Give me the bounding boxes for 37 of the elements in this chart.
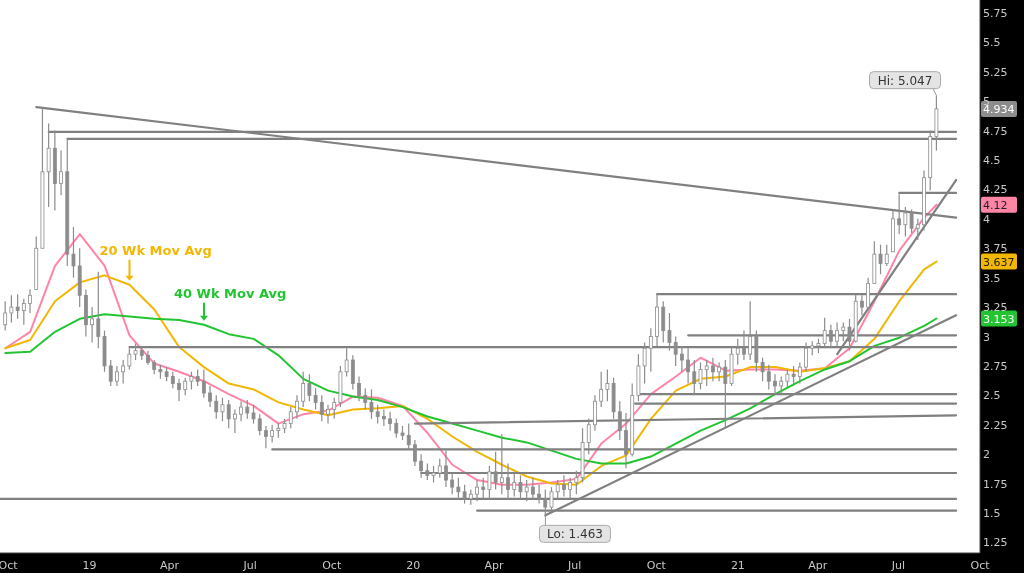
x-tick-label: Oct <box>322 558 342 572</box>
x-tick-label: Apr <box>159 558 180 572</box>
annotation: Lo: 1.463 <box>546 527 603 542</box>
y-tick-label: 5.75 <box>983 6 1008 20</box>
y-tick-label: 3.5 <box>983 271 1001 285</box>
y-tick-label: 4.75 <box>983 124 1008 138</box>
y-tick-label: 4.25 <box>983 183 1008 197</box>
y-tick-label: 1.75 <box>983 477 1008 491</box>
y-tick-label: 4.5 <box>983 154 1001 168</box>
y-tick-label: 3.75 <box>983 242 1008 256</box>
y-tick-label: 3.25 <box>983 301 1008 315</box>
y-tick-label: 5.25 <box>983 65 1008 79</box>
y-tick-label: 4.12 <box>983 198 1008 212</box>
x-tick-label: Jul <box>242 558 257 572</box>
x-tick-label: 19 <box>82 558 97 572</box>
y-tick-label: 2.25 <box>983 418 1008 432</box>
x-tick-label: Jul <box>567 558 582 572</box>
y-tick-label: 3.637 <box>983 255 1015 269</box>
y-tick-label: 5.5 <box>983 36 1001 50</box>
x-tick-label: 20 <box>406 558 421 572</box>
y-tick-label: 4 <box>983 212 990 226</box>
x-tick-label: Oct <box>646 558 667 572</box>
y-tick-label: 2.75 <box>983 359 1008 373</box>
series-label: 40 Wk Mov Avg <box>173 285 287 301</box>
annotation: Hi: 5.047 <box>877 73 933 88</box>
y-tick-label: 2.5 <box>983 389 1001 403</box>
y-tick-label: 1.5 <box>983 507 1001 520</box>
y-tick-label: 1.25 <box>983 536 1008 550</box>
x-tick-label: Jul <box>890 558 906 572</box>
series-label: 20 Wk Mov Avg <box>99 242 212 258</box>
x-tick-label: Apr <box>808 558 828 572</box>
x-tick-label: Oct <box>970 558 991 572</box>
x-tick-label: 21 <box>730 558 745 572</box>
y-tick-label: 2 <box>983 448 990 462</box>
y-tick-label: 3 <box>983 330 990 344</box>
x-tick-label: Apr <box>484 558 504 572</box>
y-tick-label: 3.153 <box>983 312 1015 326</box>
